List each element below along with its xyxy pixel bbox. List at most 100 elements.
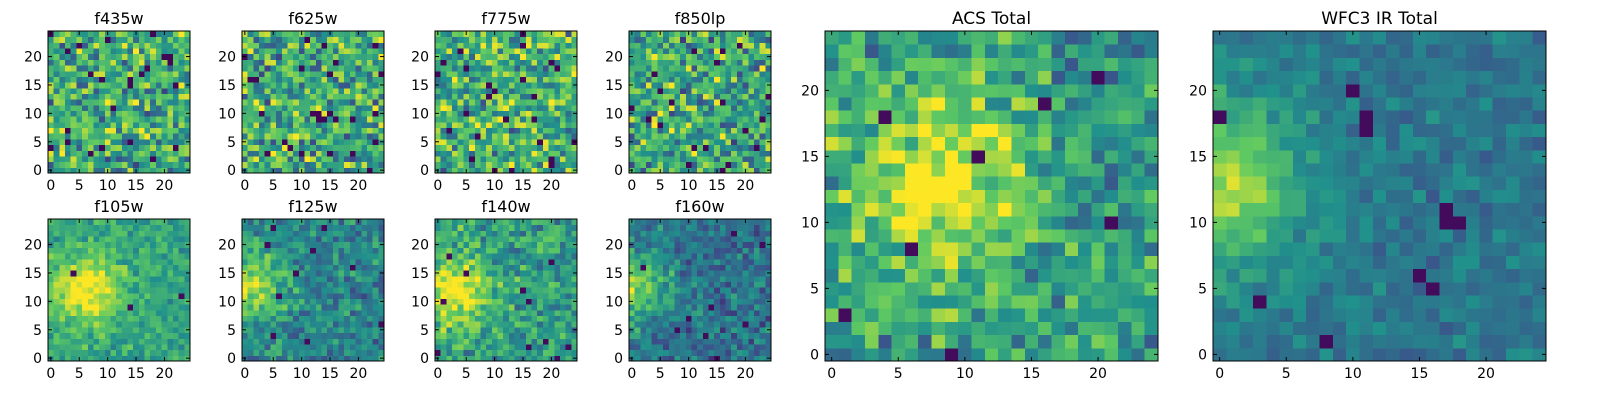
- heatmap-cell: [70, 315, 77, 322]
- heatmap-cell: [742, 48, 749, 55]
- heatmap-cell: [571, 150, 578, 157]
- heatmap-cell: [452, 36, 459, 43]
- heatmap-cell: [332, 167, 340, 174]
- heatmap-cell: [59, 121, 66, 129]
- heatmap-cell: [531, 298, 538, 305]
- heatmap-cell: [70, 31, 77, 38]
- heatmap-cell: [629, 161, 636, 168]
- heatmap-cell: [697, 144, 704, 151]
- heatmap-cell: [121, 36, 129, 43]
- heatmap-cell: [315, 150, 323, 157]
- heatmap-cell: [349, 219, 357, 226]
- heatmap-cell: [161, 247, 168, 254]
- heatmap-cell: [310, 275, 317, 282]
- heatmap-cell: [127, 230, 134, 237]
- heatmap-cell: [167, 42, 174, 49]
- heatmap-cell: [121, 138, 129, 146]
- heatmap-cell: [697, 59, 704, 66]
- heatmap-cell: [680, 31, 687, 38]
- heatmap-cell: [765, 104, 772, 112]
- heatmap-cell: [178, 258, 185, 265]
- heatmap-cell: [559, 343, 567, 351]
- heatmap-cell: [651, 338, 658, 345]
- heatmap-cell: [731, 138, 738, 146]
- heatmap-cell: [178, 104, 185, 112]
- heatmap-cell: [571, 287, 578, 294]
- heatmap-cell: [634, 304, 641, 311]
- heatmap-cell: [93, 116, 100, 123]
- heatmap-cell: [372, 309, 379, 317]
- heatmap-cell: [150, 219, 157, 226]
- heatmap-cell: [646, 53, 653, 60]
- heatmap-cell: [508, 59, 516, 66]
- heatmap-cell: [48, 275, 55, 282]
- heatmap-cell: [714, 315, 721, 322]
- heatmap-cell: [332, 127, 340, 134]
- heatmap-cell: [657, 338, 664, 345]
- heatmap-cell: [48, 287, 55, 294]
- heatmap-cell: [680, 133, 687, 140]
- heatmap-cell: [474, 292, 481, 300]
- heatmap-cell: [719, 304, 727, 311]
- heatmap-cell: [685, 76, 692, 83]
- heatmap-cell: [554, 65, 561, 72]
- heatmap-cell: [508, 326, 516, 334]
- heatmap-cell: [110, 236, 117, 243]
- heatmap-cell: [486, 144, 493, 151]
- heatmap-cell: [759, 82, 766, 89]
- heatmap-cell: [167, 332, 174, 339]
- heatmap-cell: [138, 99, 146, 106]
- heatmap-cell: [76, 161, 83, 168]
- heatmap-cell: [480, 167, 487, 174]
- heatmap-cell: [315, 161, 323, 168]
- heatmap-cell: [640, 287, 647, 294]
- heatmap-cell: [315, 281, 323, 288]
- heatmap-cell: [691, 110, 698, 117]
- heatmap-cell: [497, 309, 504, 317]
- heatmap-cell: [315, 321, 323, 328]
- heatmap-cell: [651, 270, 658, 277]
- heatmap-cell: [491, 230, 498, 237]
- heatmap-cell: [714, 110, 721, 117]
- heatmap-cell: [457, 258, 464, 265]
- heatmap-cell: [70, 264, 77, 271]
- heatmap-cell: [242, 36, 249, 43]
- heatmap-cell: [93, 338, 100, 345]
- heatmap-cell: [332, 298, 340, 305]
- heatmap-cell: [87, 247, 94, 254]
- heatmap-cell: [457, 48, 464, 55]
- heatmap-cell: [571, 59, 578, 66]
- heatmap-cell: [366, 304, 374, 311]
- heatmap-cell: [674, 321, 681, 328]
- heatmap-cell: [742, 309, 749, 317]
- heatmap-cell: [361, 224, 368, 231]
- heatmap-cell: [172, 321, 180, 328]
- heatmap-cell: [127, 309, 134, 317]
- heatmap-cell: [668, 349, 675, 356]
- heatmap-cell: [270, 270, 277, 277]
- heatmap-cell: [321, 82, 328, 89]
- heatmap-cell: [344, 104, 351, 112]
- panel-title: f435w: [94, 9, 143, 28]
- heatmap-cell: [440, 82, 447, 89]
- heatmap-cell: [366, 236, 374, 243]
- heatmap-cell: [452, 127, 459, 134]
- heatmap-cell: [491, 287, 498, 294]
- heatmap-cell: [457, 287, 464, 294]
- heatmap-cell: [99, 93, 106, 100]
- heatmap-cell: [264, 224, 271, 231]
- heatmap-cell: [457, 264, 464, 271]
- heatmap-cell: [121, 219, 129, 226]
- heatmap-cell: [463, 298, 470, 305]
- heatmap-cell: [104, 155, 111, 163]
- heatmap-cell: [327, 144, 334, 151]
- heatmap-cell: [748, 326, 755, 334]
- x-tick-label: 20: [543, 366, 561, 382]
- heatmap-cell: [491, 253, 498, 260]
- heatmap-cell: [646, 161, 653, 168]
- heatmap-cell: [355, 224, 362, 231]
- heatmap-cell: [93, 104, 100, 112]
- heatmap-cell: [53, 230, 60, 237]
- heatmap-cell: [281, 87, 288, 94]
- heatmap-cell: [542, 219, 550, 226]
